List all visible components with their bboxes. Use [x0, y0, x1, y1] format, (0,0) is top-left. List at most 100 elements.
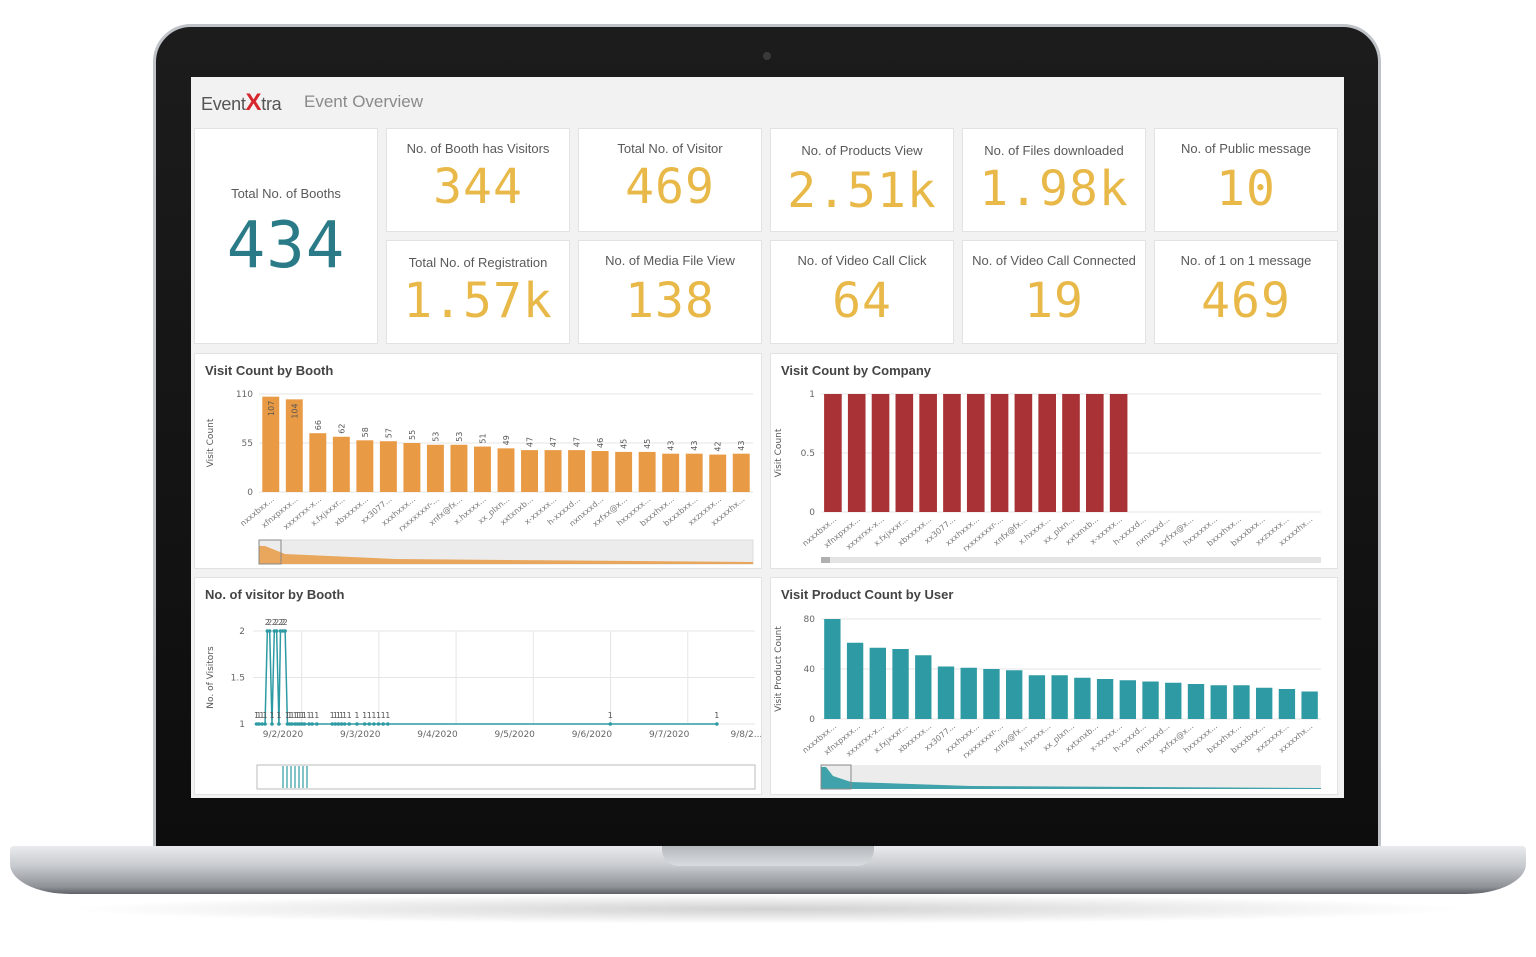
bar — [943, 394, 961, 512]
bar — [896, 394, 914, 512]
bar — [892, 649, 908, 719]
data-label: 1 — [314, 711, 319, 720]
bar — [1038, 394, 1056, 512]
bar — [545, 450, 562, 492]
kpi-media-file-view[interactable]: No. of Media File View 138 — [578, 240, 762, 344]
logo-x: X — [246, 89, 262, 116]
bar — [1086, 394, 1104, 512]
visit-count-by-booth-svg[interactable]: 110550Visit Count10710466625857555353514… — [195, 354, 761, 568]
data-point — [330, 722, 334, 726]
bar — [1110, 394, 1128, 512]
data-label: 47 — [526, 437, 535, 447]
bar — [1051, 675, 1067, 719]
y-tick-label: 40 — [804, 665, 816, 675]
kpi-total-registration[interactable]: Total No. of Registration 1.57k — [386, 240, 570, 344]
data-point — [334, 722, 338, 726]
bar — [450, 445, 467, 492]
laptop-notch — [662, 846, 874, 866]
bar — [1142, 682, 1158, 720]
bar — [847, 643, 863, 719]
data-label: 46 — [596, 438, 605, 448]
kpi-label: No. of Media File View — [579, 253, 761, 268]
kpi-value: 10 — [1155, 161, 1337, 217]
app-logo[interactable]: EventXtra — [201, 89, 281, 117]
data-point — [268, 629, 272, 633]
bar — [870, 648, 886, 719]
data-label: 51 — [478, 433, 487, 443]
bar — [568, 450, 585, 492]
page-title: Event Overview — [304, 92, 423, 112]
data-label: 55 — [408, 430, 417, 440]
kpi-products-view[interactable]: No. of Products View 2.51k — [770, 128, 954, 232]
chart-visit-count-by-company[interactable]: Visit Count by Company 10.50Visit Countn… — [770, 353, 1338, 569]
bar — [1165, 683, 1181, 719]
kpi-value: 1.57k — [387, 273, 569, 329]
data-point — [340, 722, 344, 726]
chart-visitor-by-booth[interactable]: No. of visitor by Booth 21.51No. of Visi… — [194, 577, 762, 795]
y-tick-label: 1 — [239, 720, 245, 730]
bar — [1256, 688, 1272, 719]
data-point — [347, 722, 351, 726]
kpi-public-message[interactable]: No. of Public message 10 — [1154, 128, 1338, 232]
bar — [824, 619, 840, 719]
data-point — [608, 722, 612, 726]
kpi-video-call-click[interactable]: No. of Video Call Click 64 — [770, 240, 954, 344]
kpi-one-on-one-message[interactable]: No. of 1 on 1 message 469 — [1154, 240, 1338, 344]
bar — [1062, 394, 1080, 512]
kpi-label: No. of Booth has Visitors — [387, 141, 569, 156]
kpi-label: Total No. of Booths — [195, 186, 377, 201]
data-label: 1 — [347, 711, 352, 720]
kpi-total-visitor[interactable]: Total No. of Visitor 469 — [578, 128, 762, 232]
data-point — [275, 629, 279, 633]
data-label: 47 — [573, 437, 582, 447]
kpi-label: No. of 1 on 1 message — [1155, 253, 1337, 268]
chart-visit-count-by-booth[interactable]: Visit Count by Booth 110550Visit Count10… — [194, 353, 762, 569]
data-label: 45 — [620, 439, 629, 449]
y-tick-label: 1.5 — [231, 674, 245, 684]
data-label: 58 — [361, 427, 370, 437]
data-label: 42 — [714, 441, 723, 451]
chart-visit-product-by-user[interactable]: Visit Product Count by User 80400Visit P… — [770, 577, 1338, 795]
bar — [521, 450, 538, 492]
data-label: 107 — [267, 401, 276, 416]
y-tick-label: 0 — [809, 715, 815, 725]
kpi-value: 138 — [579, 273, 761, 329]
kpi-files-downloaded[interactable]: No. of Files downloaded 1.98k — [962, 128, 1146, 232]
kpi-value: 1.98k — [963, 161, 1145, 217]
data-label: 1 — [276, 711, 281, 720]
logo-prefix: Event — [201, 94, 246, 114]
scrollbar-track — [821, 557, 1321, 563]
bar — [427, 445, 444, 492]
bar — [1097, 679, 1113, 719]
y-tick-label: 1 — [809, 390, 815, 400]
data-point — [303, 722, 307, 726]
data-label: 62 — [337, 424, 346, 434]
bar — [1074, 678, 1090, 719]
kpi-value: 469 — [579, 159, 761, 215]
bar — [1211, 685, 1227, 719]
data-point — [310, 722, 314, 726]
data-label: 43 — [737, 441, 746, 451]
kpi-booth-has-visitors[interactable]: No. of Booth has Visitors 344 — [386, 128, 570, 232]
bar — [592, 451, 609, 492]
bar — [333, 437, 350, 492]
bar — [915, 655, 931, 719]
bar — [848, 394, 866, 512]
x-tick-label: 9/7/2020 — [649, 730, 690, 740]
y-tick-label: 0 — [809, 508, 815, 518]
data-label: 1 — [269, 711, 274, 720]
data-label: 57 — [384, 428, 393, 438]
data-label: 47 — [549, 437, 558, 447]
bar — [662, 454, 679, 492]
kpi-video-call-connected[interactable]: No. of Video Call Connected 19 — [962, 240, 1146, 344]
visit-count-by-company-svg[interactable]: 10.50Visit Countnxxxbxx...xfnxpxxx...xxx… — [771, 354, 1337, 568]
data-point — [355, 722, 359, 726]
bar — [356, 440, 373, 492]
kpi-value: 469 — [1155, 273, 1337, 329]
y-tick-label: 0.5 — [801, 449, 815, 459]
kpi-value: 64 — [771, 273, 953, 329]
visit-product-by-user-svg[interactable]: 80400Visit Product Countnxxxbxx...xfnxpx… — [771, 578, 1337, 794]
visitor-by-booth-svg[interactable]: 21.51No. of Visitors9/2/20209/3/20209/4/… — [195, 578, 761, 794]
kpi-total-booths[interactable]: Total No. of Booths 434 — [194, 128, 378, 344]
data-label: 1 — [262, 711, 267, 720]
